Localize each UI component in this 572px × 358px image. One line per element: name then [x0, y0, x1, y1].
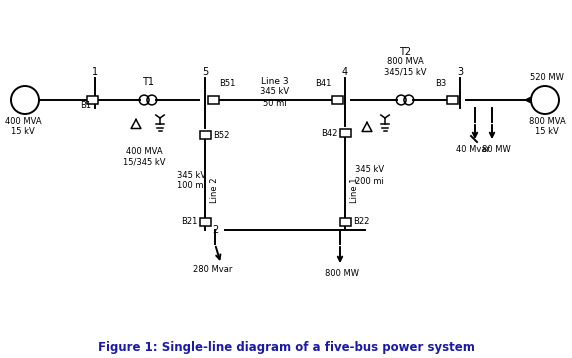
Text: Line 3: Line 3 [261, 77, 289, 87]
Bar [340, 218, 351, 226]
Text: 345 kV: 345 kV [260, 87, 289, 97]
Text: B22: B22 [353, 218, 370, 227]
Bar [340, 129, 351, 137]
Bar [86, 96, 97, 104]
Text: 345/15 kV: 345/15 kV [384, 68, 426, 77]
Text: 200 mi: 200 mi [355, 176, 384, 185]
Text: 280 Mvar: 280 Mvar [193, 266, 233, 275]
Text: 800 MVA: 800 MVA [529, 117, 565, 126]
Text: 520 MW: 520 MW [530, 73, 564, 82]
Text: 15 kV: 15 kV [11, 127, 35, 136]
Text: 800 MVA: 800 MVA [387, 58, 423, 67]
Text: B1: B1 [80, 101, 91, 110]
Text: 345 kV: 345 kV [355, 165, 384, 174]
Text: 400 MVA: 400 MVA [126, 147, 162, 156]
Bar [447, 96, 458, 104]
Bar [200, 218, 210, 226]
Text: Line 1: Line 1 [350, 177, 359, 203]
Text: B52: B52 [213, 131, 229, 140]
Text: T1: T1 [142, 77, 154, 87]
Text: 3: 3 [457, 67, 463, 77]
Text: B3: B3 [435, 79, 446, 88]
Text: Line 2: Line 2 [210, 177, 219, 203]
Text: B42: B42 [321, 129, 337, 137]
Text: 4: 4 [342, 67, 348, 77]
Text: 100 mi: 100 mi [177, 182, 206, 190]
Bar [208, 96, 219, 104]
Text: B21: B21 [181, 218, 197, 227]
Text: Figure 1: Single-line diagram of a five-bus power system: Figure 1: Single-line diagram of a five-… [98, 342, 474, 354]
Text: B41: B41 [315, 79, 331, 88]
Bar [332, 96, 343, 104]
Text: 1: 1 [92, 67, 98, 77]
Text: 15/345 kV: 15/345 kV [123, 158, 165, 166]
Text: 40 Mvar: 40 Mvar [456, 145, 490, 155]
Bar [200, 131, 210, 139]
Text: 400 MVA: 400 MVA [5, 117, 41, 126]
Text: 2: 2 [212, 225, 218, 235]
Text: 5: 5 [202, 67, 208, 77]
Text: 15 kV: 15 kV [535, 127, 559, 136]
Text: B51: B51 [219, 79, 235, 88]
Text: 345 kV: 345 kV [177, 170, 206, 179]
Text: 50 mi: 50 mi [263, 98, 287, 107]
Text: 800 MW: 800 MW [325, 268, 359, 277]
Text: 80 MW: 80 MW [482, 145, 510, 155]
Text: T2: T2 [399, 47, 411, 57]
